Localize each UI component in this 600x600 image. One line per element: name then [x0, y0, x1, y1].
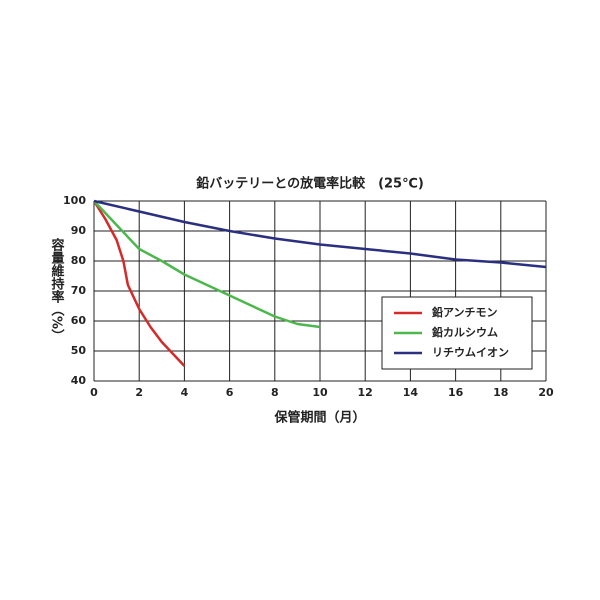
y-axis-label: 容量維持率（%） — [49, 237, 66, 342]
y-tick-label: 40 — [71, 374, 87, 387]
x-tick-label: 2 — [135, 386, 143, 399]
y-tick-label: 90 — [71, 224, 87, 237]
data-line — [93, 199, 547, 269]
x-tick-label: 4 — [181, 386, 189, 399]
x-tick-label: 16 — [448, 386, 464, 399]
x-tick-label: 10 — [312, 386, 328, 399]
y-tick-label: 50 — [71, 344, 87, 357]
x-tick-label: 8 — [271, 386, 279, 399]
x-tick-label: 14 — [403, 386, 419, 399]
legend-label: 鉛カルシウム — [432, 325, 498, 339]
y-tick-label: 60 — [71, 314, 87, 327]
chart-title: 鉛バッテリーとの放電率比較 (25℃) — [196, 176, 424, 192]
y-tick-label: 80 — [71, 254, 87, 267]
x-tick-label: 12 — [358, 386, 373, 399]
data-line — [92, 200, 186, 367]
x-tick-label: 18 — [493, 386, 508, 399]
data-line — [93, 200, 321, 329]
legend-label: 鉛アンチモン — [432, 305, 498, 319]
x-tick-label: 0 — [90, 386, 98, 399]
x-tick-label: 20 — [538, 386, 554, 399]
x-tick-label: 6 — [226, 386, 234, 399]
legend-label: リチウムイオン — [432, 346, 509, 359]
y-tick-label: 100 — [63, 194, 86, 207]
y-tick-label: 70 — [71, 284, 87, 297]
x-axis-label: 保管期間（月） — [273, 410, 365, 426]
